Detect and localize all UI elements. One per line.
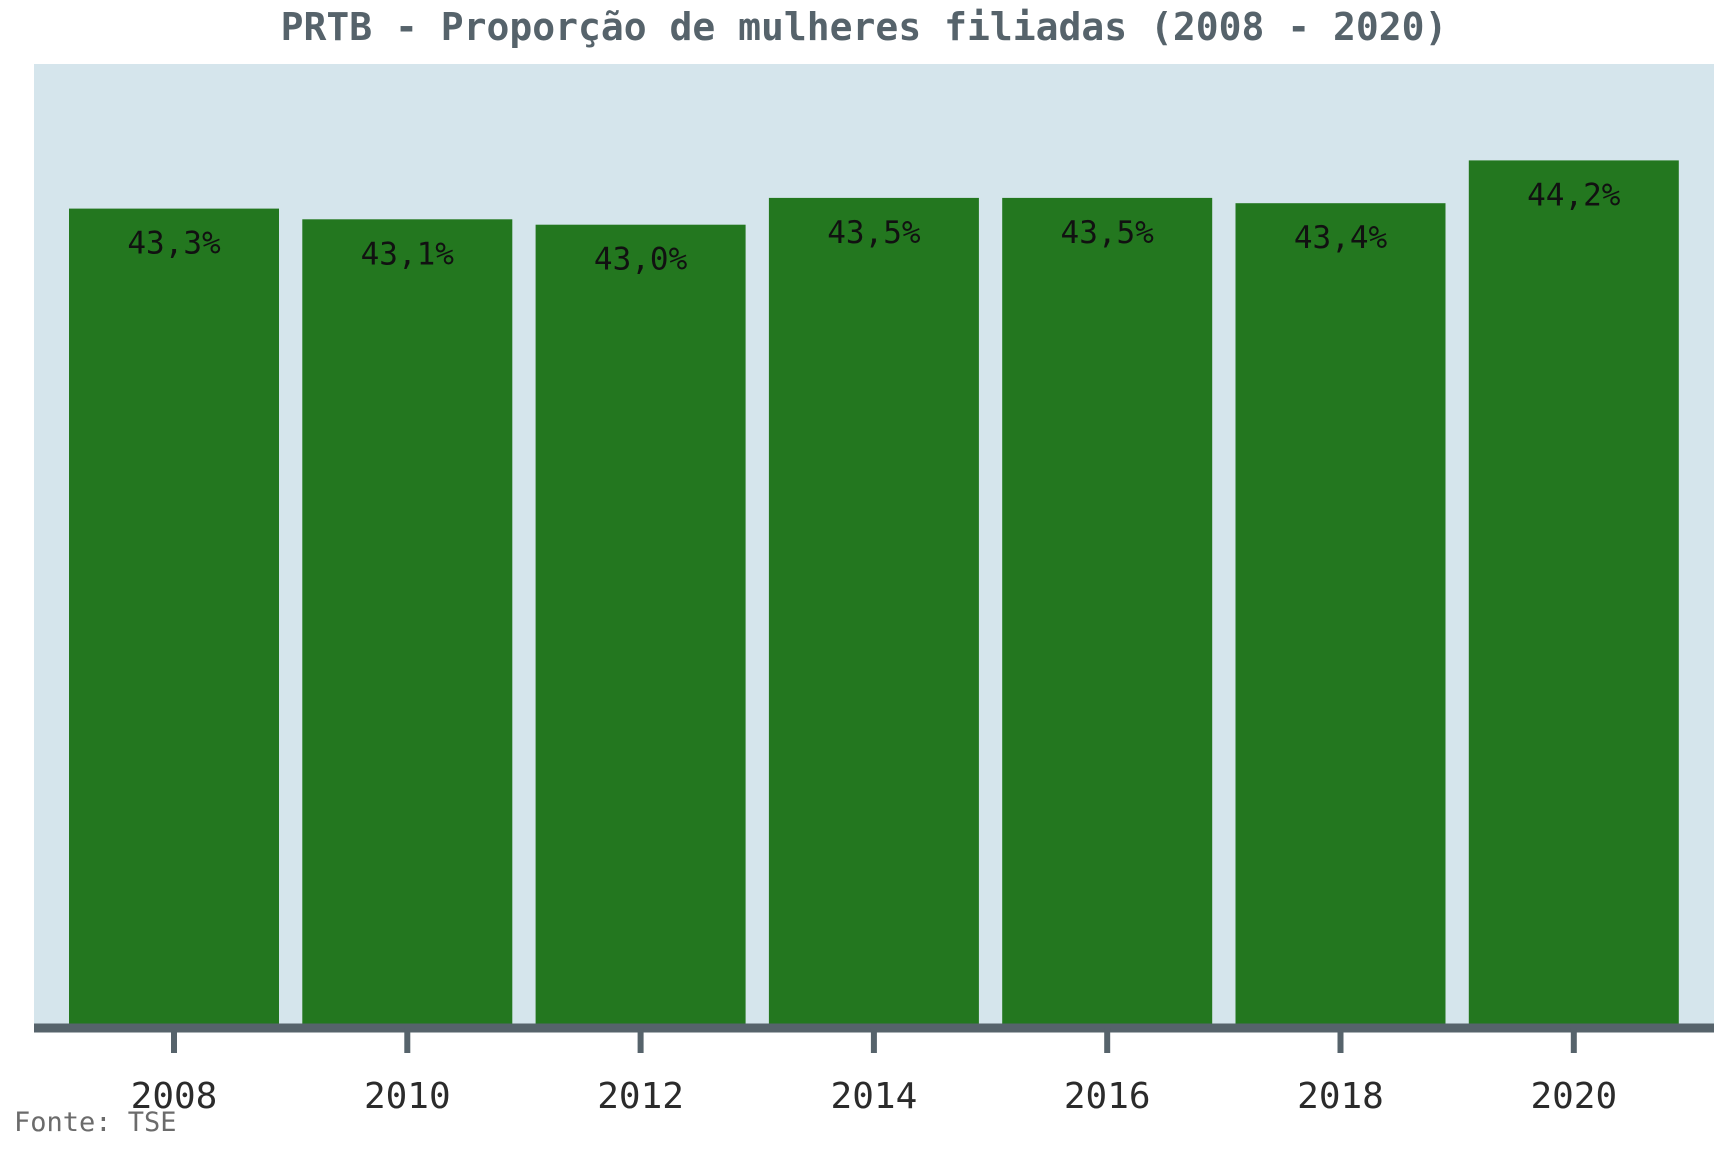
data-labels-group: 43,3% 43,1% 43,0% 43,5% 43,5% 43,4% 44,2% — [127, 177, 1620, 277]
chart-title: PRTB - Proporção de mulheres filiadas (2… — [281, 5, 1448, 49]
bar-2012 — [535, 224, 746, 1028]
bar-2018 — [1235, 203, 1446, 1028]
bar-2016 — [1002, 197, 1213, 1028]
data-label-2014: 43,5% — [827, 215, 921, 251]
bar-2008 — [69, 208, 279, 1029]
x-ticks-group: 2008 2010 2012 2014 2016 2018 2020 — [131, 1028, 1617, 1117]
source-note: Fonte: TSE — [14, 1107, 177, 1138]
data-label-2010: 43,1% — [361, 236, 455, 272]
data-label-2016: 43,5% — [1061, 215, 1155, 251]
bar-2010 — [302, 219, 513, 1029]
data-label-2008: 43,3% — [127, 226, 221, 262]
x-tick-label-2012: 2012 — [597, 1076, 684, 1117]
x-tick-label-2020: 2020 — [1530, 1076, 1617, 1117]
bar-2014 — [768, 197, 979, 1028]
x-tick-label-2014: 2014 — [831, 1076, 918, 1117]
x-tick-label-2016: 2016 — [1064, 1076, 1151, 1117]
data-label-2018: 43,4% — [1294, 220, 1388, 256]
bar-2020 — [1468, 160, 1679, 1028]
data-label-2020: 44,2% — [1527, 177, 1621, 213]
bars-group — [69, 160, 1679, 1029]
x-tick-label-2010: 2010 — [364, 1076, 451, 1117]
x-tick-label-2018: 2018 — [1297, 1076, 1384, 1117]
data-label-2012: 43,0% — [594, 242, 688, 278]
x-tick-label-2008: 2008 — [131, 1076, 218, 1117]
